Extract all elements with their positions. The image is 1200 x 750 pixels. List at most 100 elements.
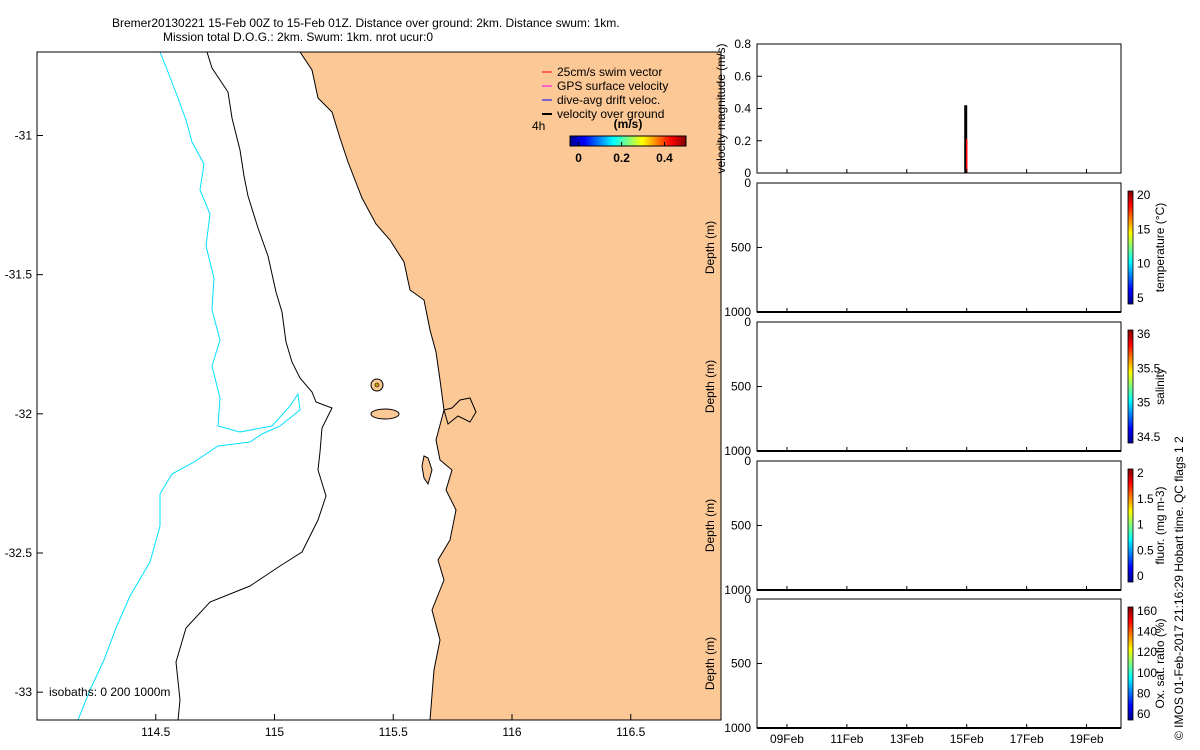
depth-colorbar	[1127, 190, 1134, 305]
depth-y-tick-label: 1000	[724, 444, 751, 458]
depth-y-tick-label: 1000	[724, 583, 751, 597]
velocity-frame	[756, 43, 1122, 174]
velocity-y-tick-label: 0.4	[734, 102, 751, 116]
depth-y-tick-label: 500	[731, 241, 751, 255]
velocity-y-tick-label: 0	[744, 166, 751, 180]
depth-colorbar	[1127, 606, 1134, 721]
time-tick-label: 11Feb	[830, 732, 863, 746]
isobath-1000	[77, 52, 301, 720]
map-x-tick-label: 116	[502, 725, 521, 739]
legend-label: dive-avg drift veloc.	[557, 93, 660, 107]
depth-panel: 0 500 1000 Depth (m) 34.5 35 35.5 36 salinity	[703, 315, 1167, 458]
map-x-tick-label: 115.5	[379, 725, 408, 739]
colorbar-tick-label: 80	[1137, 686, 1151, 700]
colorbar-tick-label: 0.4	[656, 151, 673, 165]
colorbar-label: salinity	[1153, 368, 1167, 405]
speed-colorbar-ticks: 0 0.2 0.4	[575, 142, 673, 165]
time-tick-label: 15Feb	[950, 732, 984, 746]
depth-y-tick-label: 1000	[724, 305, 751, 319]
map-y-tick-label: -31	[15, 129, 33, 143]
map-y-tick-label: -31.5	[5, 268, 33, 282]
colorbar-tick-label: 120	[1137, 645, 1157, 659]
colorbar-tick-label: 34.5	[1137, 430, 1161, 444]
time-tick-label: 17Feb	[1010, 732, 1044, 746]
time-tick-label: 19Feb	[1070, 732, 1104, 746]
map-frame	[36, 51, 722, 721]
depth-y-tick-label: 0	[744, 454, 751, 468]
colorbar-tick-label: 15	[1137, 222, 1151, 236]
colorbar-tick-label: 1	[1137, 518, 1144, 532]
depth-ylabel: Depth (m)	[703, 221, 717, 274]
colorbar-label: temperature (°C)	[1153, 203, 1167, 293]
depth-colorbar	[1127, 468, 1134, 583]
speed-colorbar	[569, 135, 687, 147]
time-label: 4h	[532, 119, 545, 133]
colorbar-title: (m/s)	[614, 117, 643, 131]
depth-y-tick-label: 500	[731, 380, 751, 394]
map-x-tick-label: 114.5	[141, 725, 170, 739]
colorbar-tick-label: 60	[1137, 707, 1151, 721]
map-y-tick-label: -33	[15, 685, 33, 699]
depth-ylabel: Depth (m)	[703, 637, 717, 690]
depth-frame	[756, 460, 1122, 591]
time-tick-label: 09Feb	[770, 732, 804, 746]
depth-ylabel: Depth (m)	[703, 499, 717, 552]
isobaths-label: isobaths: 0 200 1000m	[49, 685, 170, 699]
colorbar-tick-label: 5	[1137, 291, 1144, 305]
depth-panel: 0 500 1000 Depth (m) 0 0.5 1 1.5 2 fluor. (mg m-3…	[703, 454, 1167, 597]
velocity-ylabel: velocity magnitude (m/s)	[714, 43, 728, 173]
depth-colorbar	[1127, 329, 1134, 444]
velocity-y-tick-label: 0.8	[734, 37, 751, 51]
estuary	[443, 397, 477, 425]
legend-label: GPS surface velocity	[557, 79, 668, 93]
island-garden	[421, 455, 433, 486]
colorbar-tick-label: 1.5	[1137, 492, 1154, 506]
depth-frame	[756, 182, 1122, 313]
colorbar-tick-label: 0.2	[613, 151, 630, 165]
depth-y-tick-label: 0	[744, 315, 751, 329]
map-y-tick-label: -32	[15, 407, 33, 421]
map-axis-ticks: 114.5 115 115.5 116 116.5 -31 -31.5 -32 -32.5 -33	[5, 129, 646, 740]
map-y-tick-label: -32.5	[5, 546, 33, 560]
velocity-y-tick-label: 0.6	[734, 69, 751, 83]
island-rottnest	[370, 408, 400, 420]
glider-marker	[374, 382, 380, 388]
colorbar-label: Ox. sat. ratio (%)	[1153, 618, 1167, 708]
map-x-tick-label: 116.5	[616, 725, 645, 739]
colorbar-tick-label: 36	[1137, 327, 1151, 341]
depth-y-tick-label: 500	[731, 657, 751, 671]
depth-y-tick-label: 0	[744, 592, 751, 606]
credit-text: © IMOS 01-Feb-2017 21:16:29 Hobart time.…	[1172, 436, 1186, 740]
depth-frame	[756, 598, 1122, 729]
velocity-y-tick-label: 0.2	[734, 134, 751, 148]
colorbar-tick-label: 0.5	[1137, 543, 1154, 557]
depth-y-tick-label: 500	[731, 519, 751, 533]
isobath-200	[175, 52, 333, 720]
colorbar-tick-label: 35.5	[1137, 361, 1161, 375]
depth-y-tick-label: 0	[744, 176, 751, 190]
velocity-panel: 0 0.2 0.4 0.6 0.8 velocity magnitude (m/s)	[714, 37, 1122, 180]
colorbar-tick-label: 10	[1137, 257, 1151, 271]
colorbar-tick-label: 100	[1137, 666, 1157, 680]
colorbar-tick-label: 2	[1137, 466, 1144, 480]
legend-label: velocity over ground	[557, 107, 664, 121]
colorbar-tick-label: 20	[1137, 188, 1151, 202]
legend-label: 25cm/s swim vector	[557, 65, 662, 79]
map-x-tick-label: 115	[265, 725, 284, 739]
colorbar-tick-label: 160	[1137, 604, 1157, 618]
colorbar-tick-label: 140	[1137, 625, 1157, 639]
colorbar-label: fluor. (mg m-3)	[1153, 486, 1167, 564]
map-title-line1: Bremer20130221 15-Feb 00Z to 15-Feb 01Z.…	[112, 16, 620, 30]
colorbar-tick-label: 0	[575, 151, 582, 165]
colorbar-tick-label: 0	[1137, 569, 1144, 583]
depth-frame	[756, 321, 1122, 452]
map-title-line2: Mission total D.O.G.: 2km. Swum: 1km. nr…	[163, 30, 434, 44]
depth-ylabel: Depth (m)	[703, 360, 717, 413]
colorbar-tick-label: 35	[1137, 396, 1151, 410]
map-panel: 114.5 115 115.5 116 116.5 -31 -31.5 -32 -32.5 -33…	[5, 51, 722, 740]
